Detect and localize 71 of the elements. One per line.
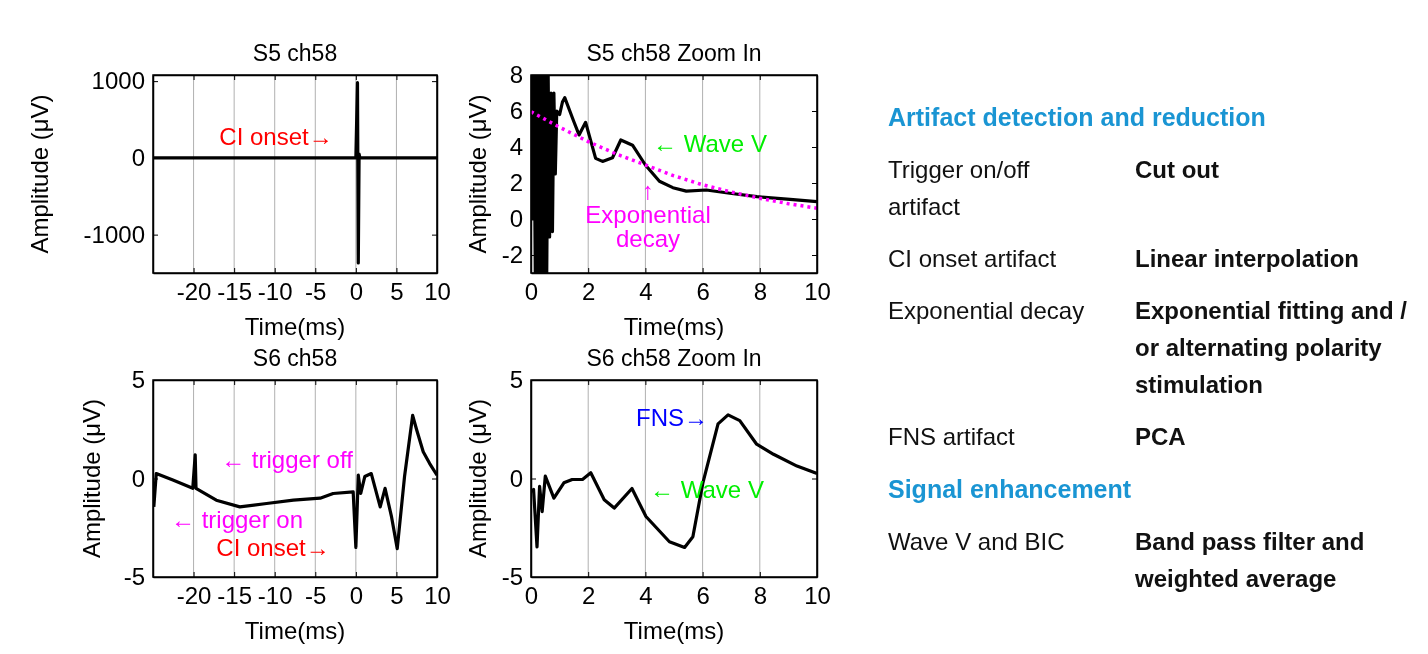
y-tick-label: 4 <box>509 133 523 161</box>
x-tick-label: 10 <box>424 278 451 306</box>
x-axis-title: Time(ms) <box>623 617 725 644</box>
x-tick-label: -10 <box>257 278 293 306</box>
x-axis-title: Time(ms) <box>623 313 725 340</box>
chart-title: S5 ch58 <box>252 40 338 66</box>
text: Wave V and BIC <box>888 528 1065 556</box>
y-tick-label: 5 <box>131 366 145 394</box>
y-tick-label: -5 <box>501 563 523 591</box>
annotation: ← trigger on <box>170 506 304 534</box>
y-axis-title: Amplitude (μV) <box>26 94 54 254</box>
annotation: CI onset→ <box>216 534 330 562</box>
chart-title: S5 ch58 Zoom In <box>586 40 762 66</box>
y-tick-label: 0 <box>509 464 523 492</box>
x-tick-label: 8 <box>753 582 767 610</box>
y-tick-label: 0 <box>131 144 145 172</box>
y-axis-title: Amplitude (μV) <box>78 398 106 559</box>
x-tick-label: -20 <box>176 582 212 610</box>
x-tick-label: 0 <box>349 582 364 610</box>
text: Exponential fitting and / or alternating polarity stimulation <box>1135 297 1408 399</box>
x-tick-label: -20 <box>176 278 212 306</box>
y-tick-label: 6 <box>509 97 523 125</box>
y-tick-label: 0 <box>509 205 523 233</box>
x-tick-label: 5 <box>390 582 404 610</box>
y-axis-title: Amplitude (μV) <box>464 94 492 254</box>
text: Exponential decay <box>888 297 1085 325</box>
text: FNS artifact <box>888 423 1016 451</box>
x-tick-label: 6 <box>696 582 710 610</box>
y-tick-label: 0 <box>131 464 145 492</box>
x-tick-label: 5 <box>390 278 404 306</box>
y-tick-label: 1000 <box>91 67 145 95</box>
x-tick-label: 4 <box>639 278 653 306</box>
y-tick-label: -2 <box>501 241 523 269</box>
text: Signal enhancement <box>888 474 1132 503</box>
annotation: CI onset→ <box>219 123 333 151</box>
text: Cut out <box>1135 156 1219 184</box>
x-tick-label: 2 <box>582 278 596 306</box>
x-axis-title: Time(ms) <box>244 617 346 644</box>
text: PCA <box>1135 423 1186 451</box>
x-tick-label: 8 <box>753 278 767 306</box>
text: CI onset artifact <box>888 245 1057 273</box>
chart-title: S6 ch58 Zoom In <box>586 345 762 371</box>
annotation: FNS→ <box>636 404 708 432</box>
x-tick-label: -5 <box>305 278 327 306</box>
text: Artifact detection and reduction <box>888 102 1266 131</box>
x-tick-label: 10 <box>804 278 831 306</box>
text: Trigger on/off artifact <box>888 156 1030 221</box>
line-series <box>531 75 817 273</box>
x-tick-label: 4 <box>639 582 653 610</box>
x-tick-label: 10 <box>804 582 831 610</box>
text: Band pass filter and weighted average <box>1134 528 1365 593</box>
x-tick-label: -5 <box>305 582 327 610</box>
y-tick-label: 5 <box>509 366 523 394</box>
x-tick-label: 2 <box>582 582 596 610</box>
y-tick-label: -5 <box>123 563 145 591</box>
annotation: ← trigger off <box>221 446 354 474</box>
x-tick-label: 6 <box>696 278 710 306</box>
y-axis-title: Amplitude (μV) <box>464 398 492 559</box>
x-tick-label: -10 <box>257 582 293 610</box>
x-tick-label: 10 <box>424 582 451 610</box>
annotation: ← Wave V <box>653 130 767 158</box>
y-tick-label: 8 <box>509 61 523 89</box>
x-axis-title: Time(ms) <box>244 313 346 340</box>
y-tick-label: -1000 <box>83 220 145 248</box>
y-tick-label: 2 <box>509 169 523 197</box>
x-tick-label: -15 <box>217 582 252 610</box>
text: Linear interpolation <box>1135 245 1360 273</box>
annotation: ↑ Exponential decay <box>585 177 711 253</box>
chart-title: S6 ch58 <box>252 345 338 371</box>
x-tick-label: -15 <box>217 278 252 306</box>
x-tick-label: 0 <box>349 278 364 306</box>
